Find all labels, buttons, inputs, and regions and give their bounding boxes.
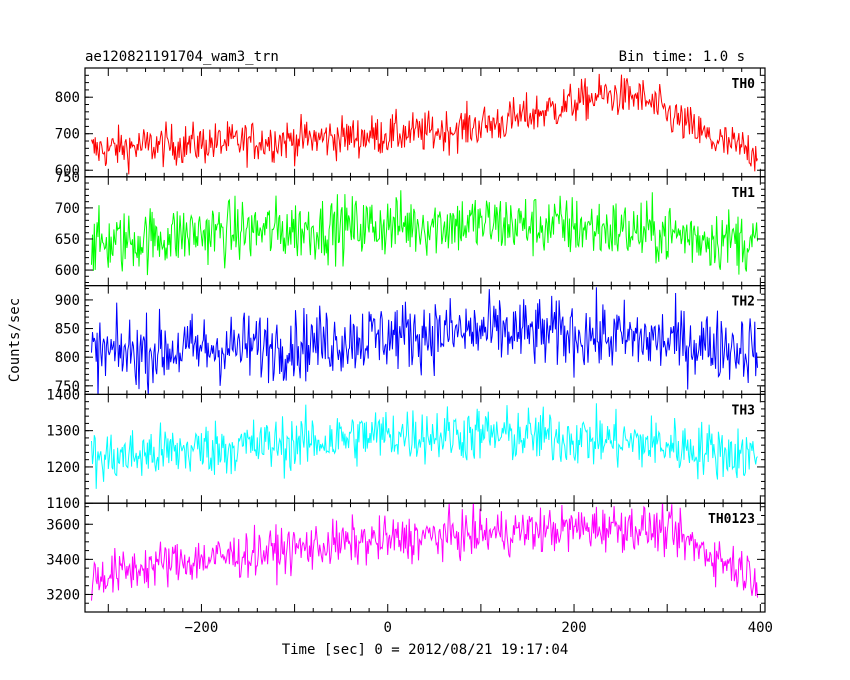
x-tick-label: 200 <box>561 620 586 636</box>
y-tick-label: 3200 <box>46 587 80 603</box>
panel-label-th0: TH0 <box>732 77 756 92</box>
y-tick-label: 1200 <box>46 460 80 476</box>
series-line-th2 <box>91 287 758 395</box>
panel-label-th1: TH1 <box>732 186 756 201</box>
panel-label-th2: TH2 <box>732 295 755 310</box>
series-line-th0123 <box>91 503 758 601</box>
y-tick-label: 600 <box>55 163 80 179</box>
y-tick-label: 750 <box>55 170 80 186</box>
y-tick-label: 750 <box>55 379 80 395</box>
x-tick-label: 400 <box>748 620 773 636</box>
y-tick-label: 700 <box>55 201 80 217</box>
y-tick-label: 3600 <box>46 517 80 533</box>
panel-label-th0123: TH0123 <box>708 512 755 527</box>
series-line-th3 <box>91 403 758 489</box>
y-tick-label: 1100 <box>46 496 80 512</box>
y-tick-label: 600 <box>55 263 80 279</box>
y-tick-label: 3400 <box>46 552 80 568</box>
series-line-th0 <box>91 73 758 175</box>
panels-group: 600 700 800 TH0 600 650 700 750 TH1 750 800 850 900 T… <box>46 67 773 636</box>
x-tick-label: 0 <box>384 620 392 636</box>
panel-label-th3: TH3 <box>732 403 755 418</box>
y-axis-label: Counts/sec <box>7 298 23 382</box>
y-tick-label: 800 <box>55 350 80 366</box>
x-axis-label: Time [sec] 0 = 2012/08/21 19:17:04 <box>282 642 569 658</box>
y-tick-label: 850 <box>55 322 80 338</box>
y-tick-label: 700 <box>55 127 80 143</box>
y-tick-label: 800 <box>55 90 80 106</box>
y-tick-label: 900 <box>55 293 80 309</box>
chart-title: ae120821191704_wam3_trn <box>85 49 279 65</box>
y-tick-label: 1400 <box>46 387 80 403</box>
panel-frame-th3 <box>84 393 766 504</box>
x-tick-label: −200 <box>185 620 219 636</box>
y-tick-label: 650 <box>55 232 80 248</box>
y-tick-label: 1300 <box>46 424 80 440</box>
series-line-th1 <box>91 190 758 276</box>
chart-subtitle: Bin time: 1.0 s <box>619 49 745 65</box>
